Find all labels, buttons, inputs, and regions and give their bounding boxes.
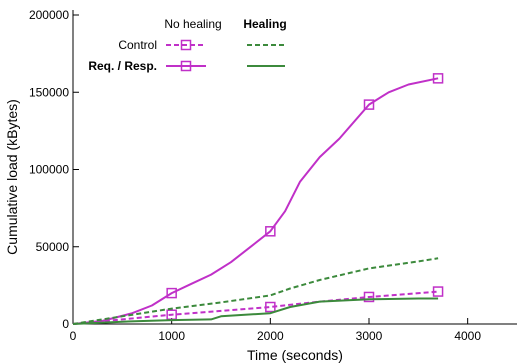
series-control-no-healing — [72, 286, 444, 325]
x-tick-label: 1000 — [158, 329, 185, 343]
legend-row-label: Req. / Resp. — [88, 59, 157, 73]
legend-swatch-control-no-healing — [166, 39, 206, 51]
axes — [72, 10, 517, 325]
y-tick-label: 100000 — [29, 163, 69, 177]
data-point-marker — [363, 99, 375, 110]
data-point-marker — [363, 291, 375, 303]
legend-marker — [180, 60, 192, 72]
legend: No healing Healing Control Req. / Resp. — [88, 17, 286, 73]
y-axis-title: Cumulative load (kBytes) — [4, 99, 20, 255]
ticks: 0 1000 2000 3000 4000 0 50000 100000 150000 20000… — [29, 8, 481, 343]
x-tick-label: 3000 — [356, 329, 383, 343]
y-tick-label: 200000 — [29, 8, 69, 22]
y-tick-label: 50000 — [36, 240, 70, 254]
x-axis-title: Time (seconds) — [247, 347, 343, 363]
x-tick-label: 4000 — [454, 329, 481, 343]
y-tick-label: 0 — [62, 317, 69, 331]
data-point-marker — [265, 226, 276, 237]
series-req-resp-healing — [72, 297, 439, 325]
data-point-marker — [166, 287, 177, 299]
legend-row-label: Control — [118, 38, 157, 52]
series-req-resp-no-healing — [72, 73, 444, 325]
series-line-req-resp-healing — [72, 297, 439, 325]
y-tick-label: 150000 — [29, 85, 69, 99]
x-tick-label: 0 — [70, 329, 77, 343]
legend-marker — [180, 39, 192, 51]
series-line-req-resp-no-healing — [72, 77, 439, 325]
legend-column-header-healing: Healing — [243, 17, 286, 31]
legend-swatch-req-resp-no-healing — [166, 60, 206, 72]
series-line-control-healing — [72, 257, 439, 325]
data-point-marker — [432, 73, 444, 84]
x-tick-label: 2000 — [257, 329, 284, 343]
series-layer — [72, 73, 444, 325]
series-line-control-no-healing — [72, 290, 439, 325]
legend-column-header-no-healing: No healing — [164, 17, 221, 31]
data-point-marker — [265, 301, 276, 313]
series-control-healing — [72, 257, 439, 325]
data-point-marker — [432, 286, 444, 297]
